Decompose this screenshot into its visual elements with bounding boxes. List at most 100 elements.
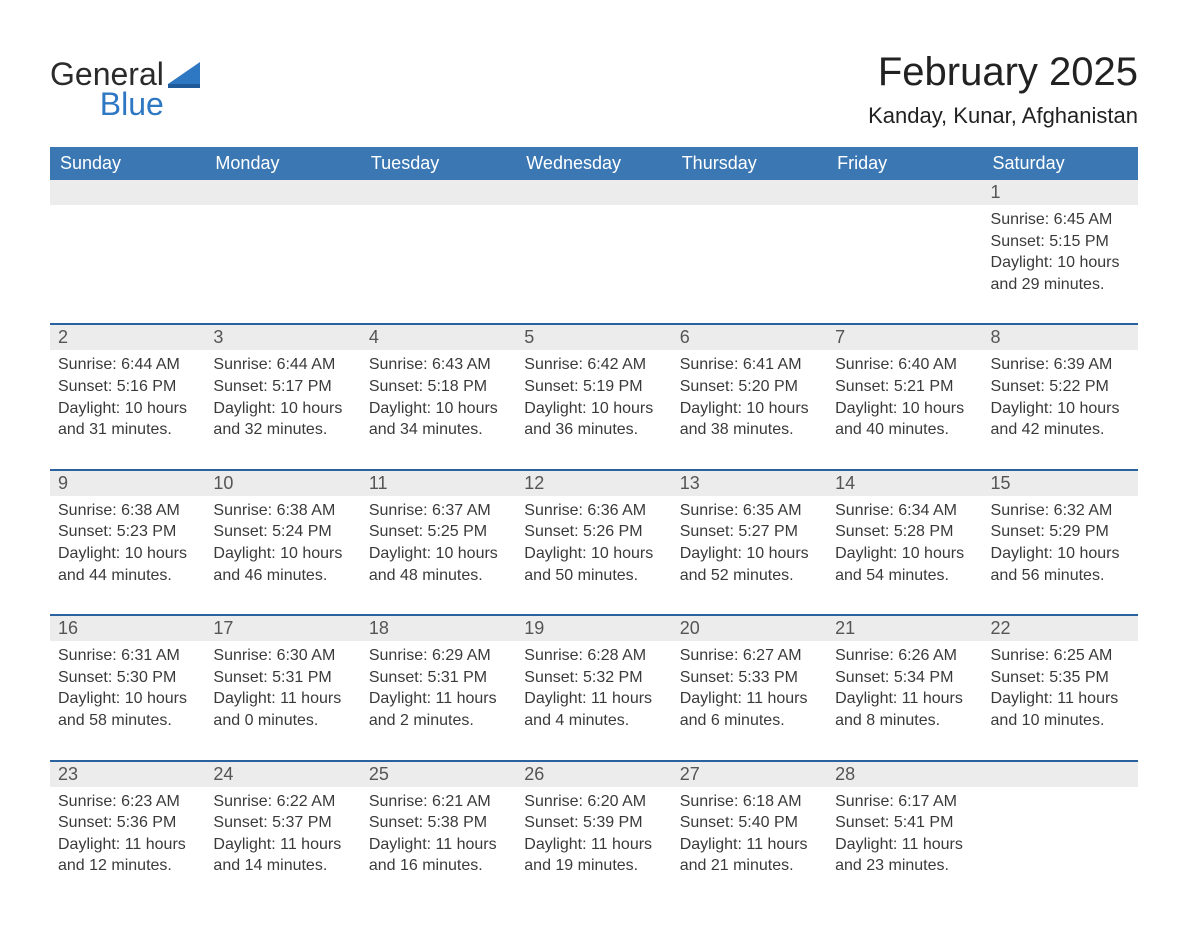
day-number: 4 <box>361 323 516 350</box>
sunset-text: Sunset: 5:15 PM <box>991 231 1130 253</box>
daylight-text: and 36 minutes. <box>524 419 663 441</box>
day-cell: Sunrise: 6:41 AMSunset: 5:20 PMDaylight:… <box>672 350 827 468</box>
sunrise-text: Sunrise: 6:41 AM <box>680 354 819 376</box>
col-monday: Monday <box>205 147 360 180</box>
sunset-text: Sunset: 5:28 PM <box>835 521 974 543</box>
daylight-text: and 34 minutes. <box>369 419 508 441</box>
sunrise-text: Sunrise: 6:43 AM <box>369 354 508 376</box>
sunrise-text: Sunrise: 6:45 AM <box>991 209 1130 231</box>
sunrise-text: Sunrise: 6:42 AM <box>524 354 663 376</box>
day-cell: Sunrise: 6:23 AMSunset: 5:36 PMDaylight:… <box>50 787 205 905</box>
day-cell: Sunrise: 6:30 AMSunset: 5:31 PMDaylight:… <box>205 641 360 759</box>
day-number: 18 <box>361 614 516 641</box>
sunrise-text: Sunrise: 6:26 AM <box>835 645 974 667</box>
day-cell <box>361 205 516 323</box>
day-number: 7 <box>827 323 982 350</box>
day-number: 15 <box>983 469 1138 496</box>
sunset-text: Sunset: 5:22 PM <box>991 376 1130 398</box>
col-friday: Friday <box>827 147 982 180</box>
day-number: 5 <box>516 323 671 350</box>
daylight-text: Daylight: 10 hours <box>835 543 974 565</box>
day-number: 17 <box>205 614 360 641</box>
sunset-text: Sunset: 5:24 PM <box>213 521 352 543</box>
sunset-text: Sunset: 5:21 PM <box>835 376 974 398</box>
day-number: 22 <box>983 614 1138 641</box>
day-cell: Sunrise: 6:22 AMSunset: 5:37 PMDaylight:… <box>205 787 360 905</box>
sunset-text: Sunset: 5:16 PM <box>58 376 197 398</box>
month-title: February 2025 <box>868 50 1138 95</box>
sunset-text: Sunset: 5:37 PM <box>213 812 352 834</box>
calendar-page: General Blue February 2025 Kanday, Kunar… <box>0 0 1188 945</box>
day-number: 19 <box>516 614 671 641</box>
weekday-header-row: Sunday Monday Tuesday Wednesday Thursday… <box>50 147 1138 180</box>
sunrise-text: Sunrise: 6:44 AM <box>213 354 352 376</box>
day-cell <box>50 205 205 323</box>
day-cell <box>983 787 1138 905</box>
sunrise-text: Sunrise: 6:31 AM <box>58 645 197 667</box>
daylight-text: Daylight: 11 hours <box>369 834 508 856</box>
sunset-text: Sunset: 5:38 PM <box>369 812 508 834</box>
daylight-text: and 42 minutes. <box>991 419 1130 441</box>
sunset-text: Sunset: 5:29 PM <box>991 521 1130 543</box>
sunset-text: Sunset: 5:17 PM <box>213 376 352 398</box>
daylight-text: and 0 minutes. <box>213 710 352 732</box>
day-cell: Sunrise: 6:35 AMSunset: 5:27 PMDaylight:… <box>672 496 827 614</box>
daylight-text: Daylight: 10 hours <box>680 398 819 420</box>
sunset-text: Sunset: 5:33 PM <box>680 667 819 689</box>
day-number: 20 <box>672 614 827 641</box>
day-cell: Sunrise: 6:32 AMSunset: 5:29 PMDaylight:… <box>983 496 1138 614</box>
sunset-text: Sunset: 5:32 PM <box>524 667 663 689</box>
sunrise-text: Sunrise: 6:17 AM <box>835 791 974 813</box>
daylight-text: Daylight: 10 hours <box>213 543 352 565</box>
sunset-text: Sunset: 5:27 PM <box>680 521 819 543</box>
week-body-row: Sunrise: 6:31 AMSunset: 5:30 PMDaylight:… <box>50 641 1138 759</box>
daylight-text: and 52 minutes. <box>680 565 819 587</box>
sunset-text: Sunset: 5:18 PM <box>369 376 508 398</box>
sunset-text: Sunset: 5:40 PM <box>680 812 819 834</box>
daylight-text: and 16 minutes. <box>369 855 508 877</box>
sunrise-text: Sunrise: 6:20 AM <box>524 791 663 813</box>
sunrise-text: Sunrise: 6:35 AM <box>680 500 819 522</box>
day-cell: Sunrise: 6:34 AMSunset: 5:28 PMDaylight:… <box>827 496 982 614</box>
day-cell: Sunrise: 6:40 AMSunset: 5:21 PMDaylight:… <box>827 350 982 468</box>
sunrise-text: Sunrise: 6:39 AM <box>991 354 1130 376</box>
daylight-text: and 19 minutes. <box>524 855 663 877</box>
daylight-text: Daylight: 11 hours <box>213 834 352 856</box>
sunrise-text: Sunrise: 6:36 AM <box>524 500 663 522</box>
week-daynum-row: 9101112131415 <box>50 469 1138 496</box>
week-body-row: Sunrise: 6:23 AMSunset: 5:36 PMDaylight:… <box>50 787 1138 905</box>
day-cell: Sunrise: 6:17 AMSunset: 5:41 PMDaylight:… <box>827 787 982 905</box>
day-cell: Sunrise: 6:29 AMSunset: 5:31 PMDaylight:… <box>361 641 516 759</box>
daylight-text: Daylight: 10 hours <box>369 543 508 565</box>
daylight-text: Daylight: 11 hours <box>213 688 352 710</box>
col-saturday: Saturday <box>983 147 1138 180</box>
day-cell: Sunrise: 6:43 AMSunset: 5:18 PMDaylight:… <box>361 350 516 468</box>
title-block: February 2025 Kanday, Kunar, Afghanistan <box>868 50 1138 129</box>
daylight-text: and 31 minutes. <box>58 419 197 441</box>
daylight-text: Daylight: 11 hours <box>58 834 197 856</box>
day-cell: Sunrise: 6:44 AMSunset: 5:16 PMDaylight:… <box>50 350 205 468</box>
logo-word-2: Blue <box>50 88 164 120</box>
daylight-text: Daylight: 10 hours <box>369 398 508 420</box>
day-cell: Sunrise: 6:38 AMSunset: 5:24 PMDaylight:… <box>205 496 360 614</box>
sunrise-text: Sunrise: 6:23 AM <box>58 791 197 813</box>
day-number <box>205 180 360 205</box>
daylight-text: Daylight: 10 hours <box>991 543 1130 565</box>
daylight-text: Daylight: 11 hours <box>369 688 508 710</box>
logo: General Blue <box>50 50 200 120</box>
sunrise-text: Sunrise: 6:28 AM <box>524 645 663 667</box>
daylight-text: and 48 minutes. <box>369 565 508 587</box>
daylight-text: and 32 minutes. <box>213 419 352 441</box>
day-number: 13 <box>672 469 827 496</box>
sunrise-text: Sunrise: 6:18 AM <box>680 791 819 813</box>
day-cell: Sunrise: 6:27 AMSunset: 5:33 PMDaylight:… <box>672 641 827 759</box>
day-cell: Sunrise: 6:39 AMSunset: 5:22 PMDaylight:… <box>983 350 1138 468</box>
day-cell: Sunrise: 6:20 AMSunset: 5:39 PMDaylight:… <box>516 787 671 905</box>
day-cell <box>827 205 982 323</box>
col-sunday: Sunday <box>50 147 205 180</box>
day-number: 10 <box>205 469 360 496</box>
daylight-text: and 14 minutes. <box>213 855 352 877</box>
daylight-text: and 44 minutes. <box>58 565 197 587</box>
week-body-row: Sunrise: 6:45 AMSunset: 5:15 PMDaylight:… <box>50 205 1138 323</box>
daylight-text: Daylight: 11 hours <box>524 688 663 710</box>
